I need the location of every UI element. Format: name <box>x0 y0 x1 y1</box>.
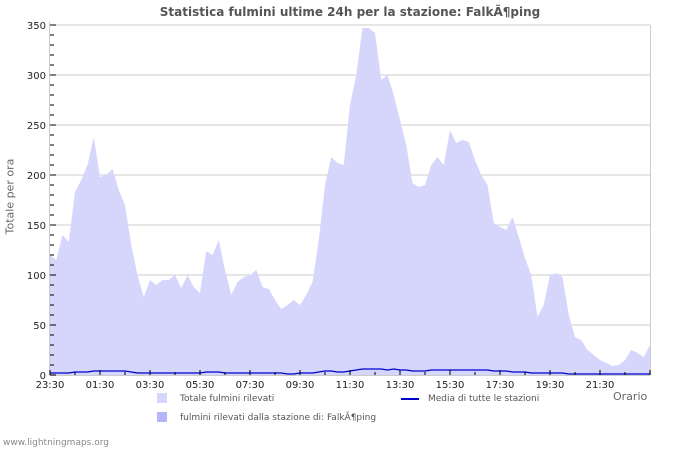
x-tick-label: 19:30 <box>536 380 565 391</box>
x-tick-label: 09:30 <box>286 380 315 391</box>
legend-label-total: Totale fulmini rilevati <box>180 394 275 404</box>
x-tick-label: 15:30 <box>436 380 465 391</box>
x-tick-label: 21:30 <box>586 380 615 391</box>
y-tick-label: 150 <box>27 221 46 232</box>
credit-link[interactable]: www.lightningmaps.org <box>3 438 109 448</box>
y-tick-label: 350 <box>27 21 46 32</box>
y-tick-label: 0 <box>40 371 46 382</box>
legend-swatch-station <box>157 412 167 422</box>
y-tick-label: 200 <box>27 171 46 182</box>
legend-line-average <box>401 398 419 400</box>
y-tick-label: 250 <box>27 121 46 132</box>
x-tick-label: 05:30 <box>186 380 215 391</box>
x-tick-label: 17:30 <box>486 380 515 391</box>
legend-swatch-total <box>157 393 167 403</box>
x-tick-label: 03:30 <box>136 380 165 391</box>
legend-label-station: fulmini rilevati dalla stazione di: Falk… <box>180 413 377 423</box>
legend-label-average: Media di tutte le stazioni <box>428 394 540 404</box>
y-axis-label: Totale per ora <box>3 158 17 235</box>
y-tick-label: 300 <box>27 71 46 82</box>
x-tick-label: 07:30 <box>236 380 265 391</box>
x-tick-label: 11:30 <box>336 380 365 391</box>
y-tick-label: 100 <box>27 271 46 282</box>
x-tick-label: 01:30 <box>86 380 115 391</box>
x-axis-label: Orario <box>613 390 648 403</box>
x-tick-label: 13:30 <box>386 380 415 391</box>
series-area <box>50 28 650 375</box>
y-tick-label: 50 <box>33 321 46 332</box>
chart-title: Statistica fulmini ultime 24h per la sta… <box>159 5 541 19</box>
x-tick-label: 23:30 <box>36 380 65 391</box>
